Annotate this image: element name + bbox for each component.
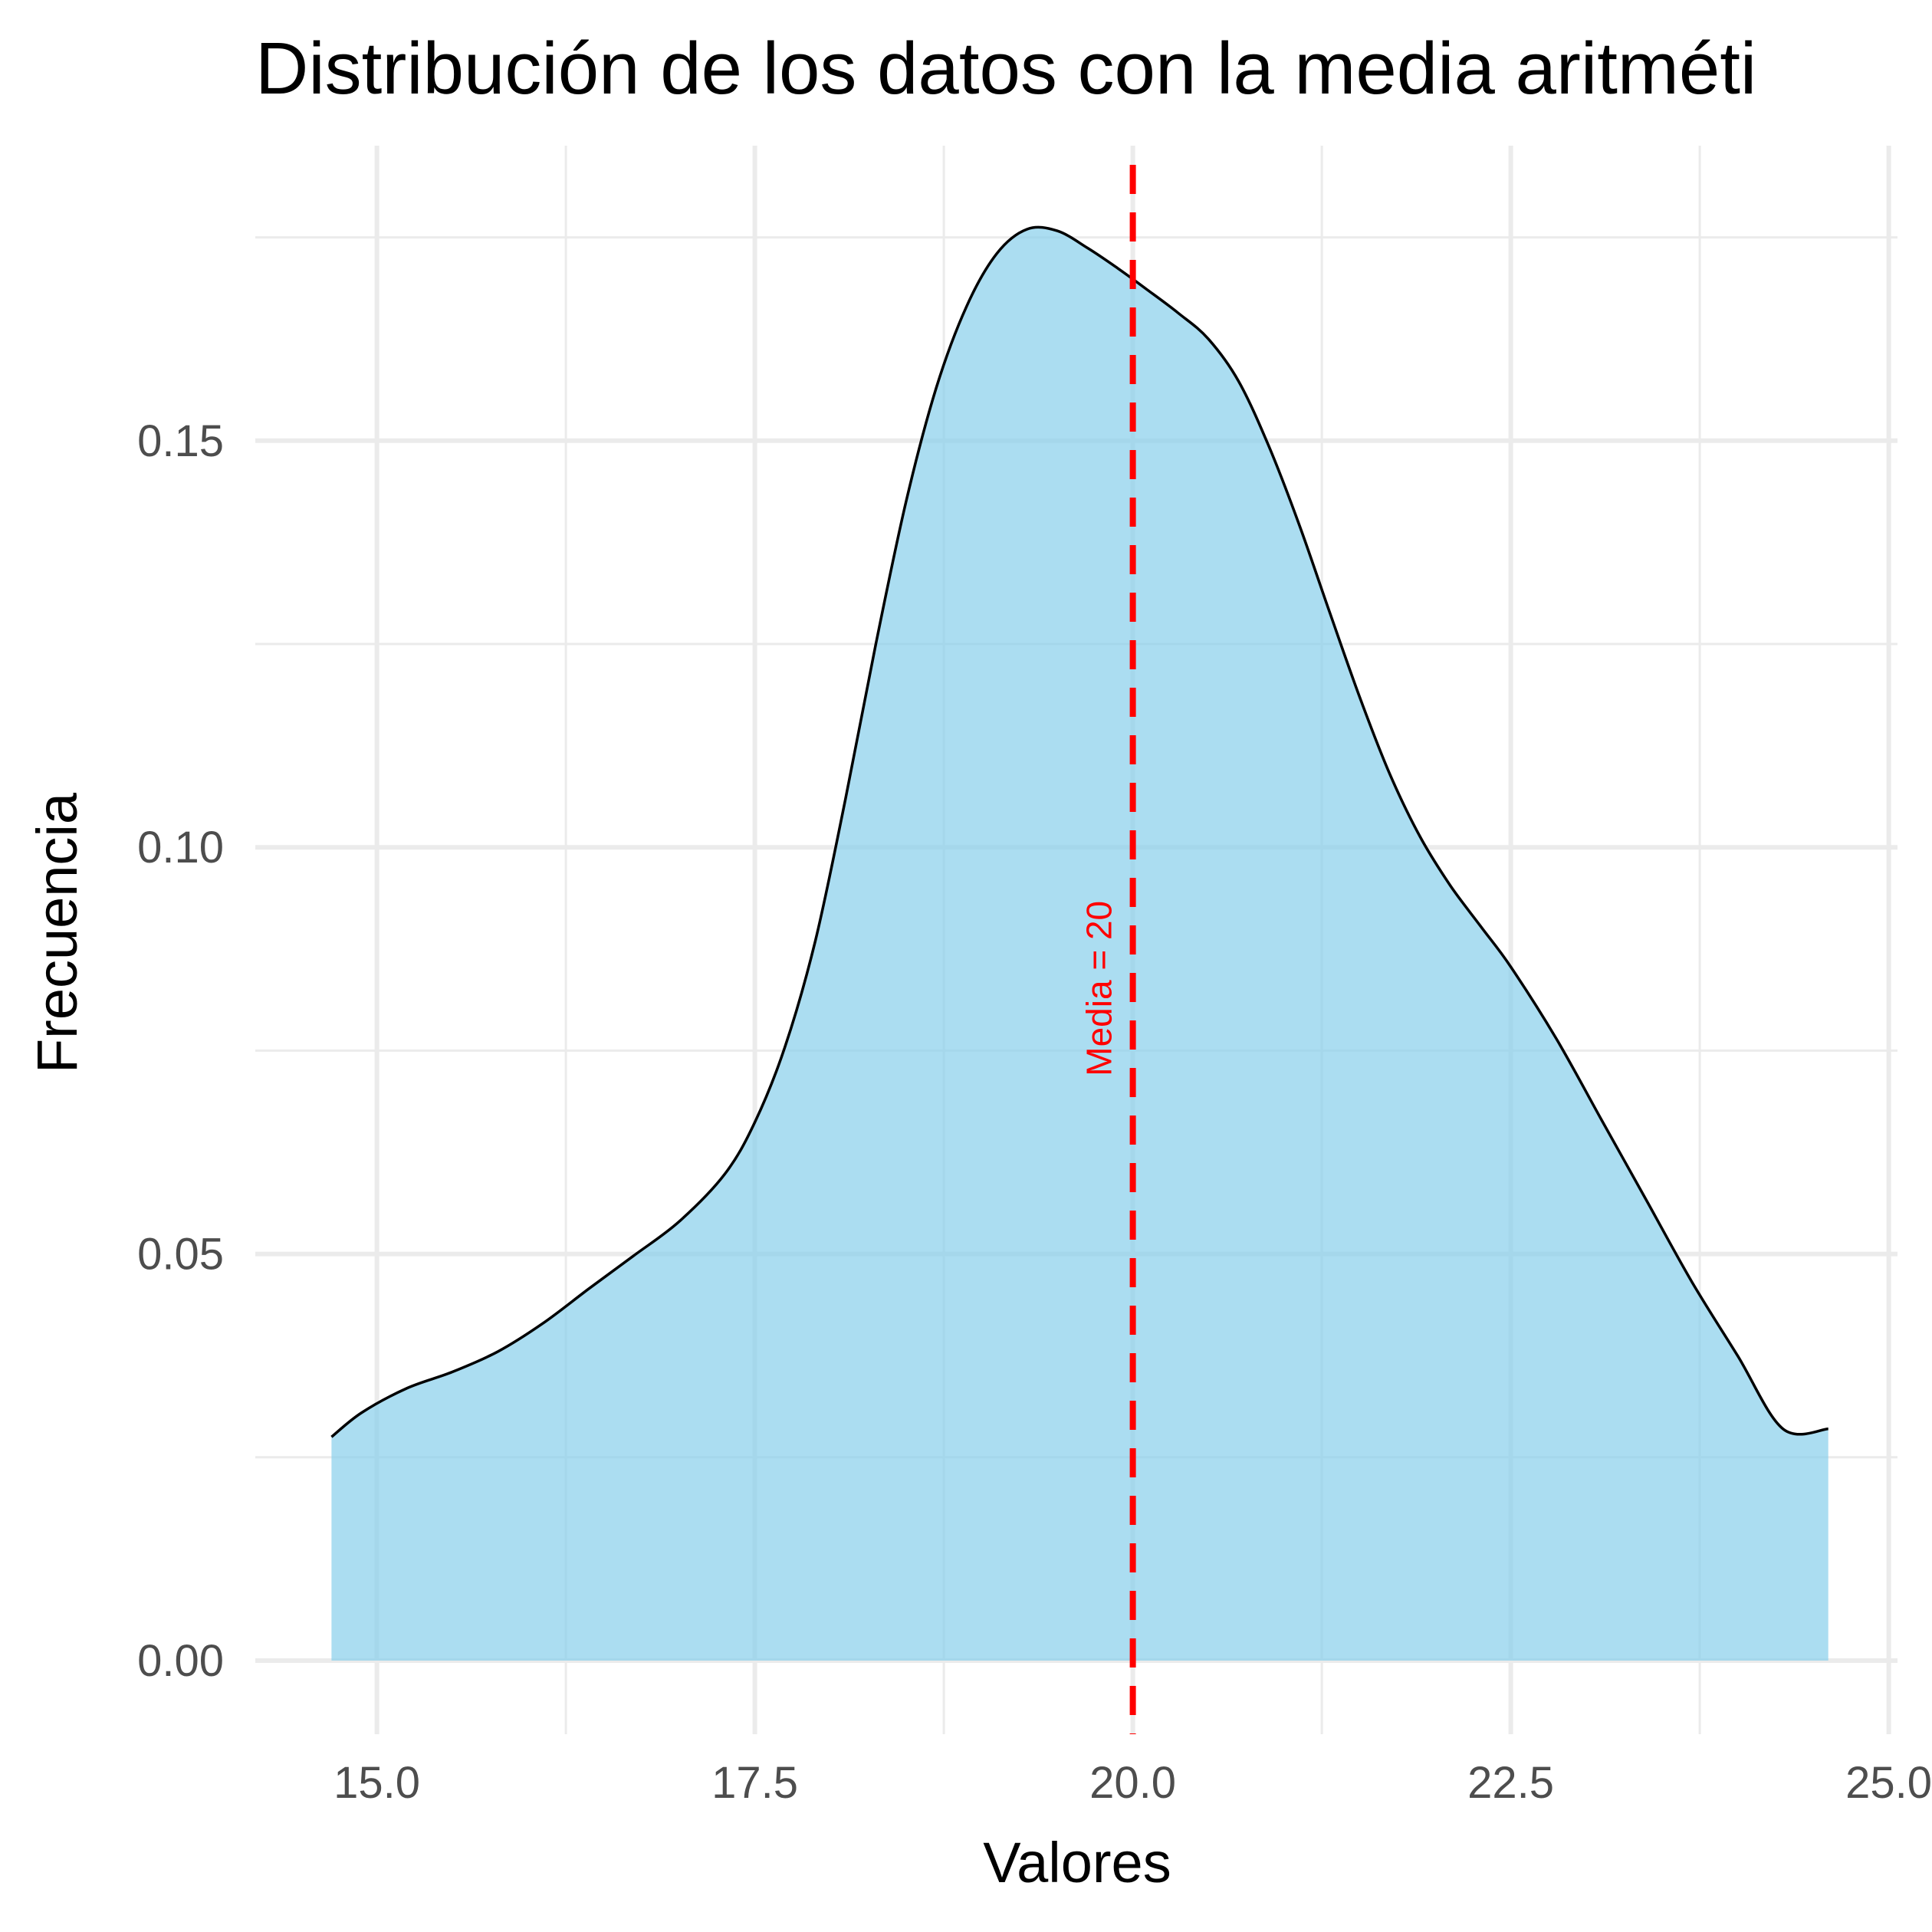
density-area (331, 227, 1829, 1661)
y-axis-ticks: 0.00 0.05 0.10 0.15 (137, 416, 224, 1686)
x-tick-label: 20.0 (1089, 1758, 1176, 1808)
x-tick-label: 25.0 (1845, 1758, 1932, 1808)
x-tick-label: 22.5 (1467, 1758, 1554, 1808)
y-tick-label: 0.00 (137, 1636, 224, 1686)
x-axis-title: Valores (983, 1831, 1171, 1894)
y-tick-label: 0.05 (137, 1230, 224, 1280)
y-axis-title: Frecuencia (25, 792, 89, 1073)
mean-annotation: Media = 20 (1079, 901, 1119, 1076)
x-tick-label: 15.0 (334, 1758, 420, 1808)
y-tick-label: 0.10 (137, 823, 224, 872)
density-curve (330, 225, 1829, 1438)
chart-title: Distribución de los datos con la media a… (255, 28, 1756, 110)
x-axis-ticks: 15.0 17.5 20.0 22.5 25.0 (334, 1758, 1932, 1808)
y-tick-label: 0.15 (137, 416, 224, 466)
x-tick-label: 17.5 (711, 1758, 798, 1808)
